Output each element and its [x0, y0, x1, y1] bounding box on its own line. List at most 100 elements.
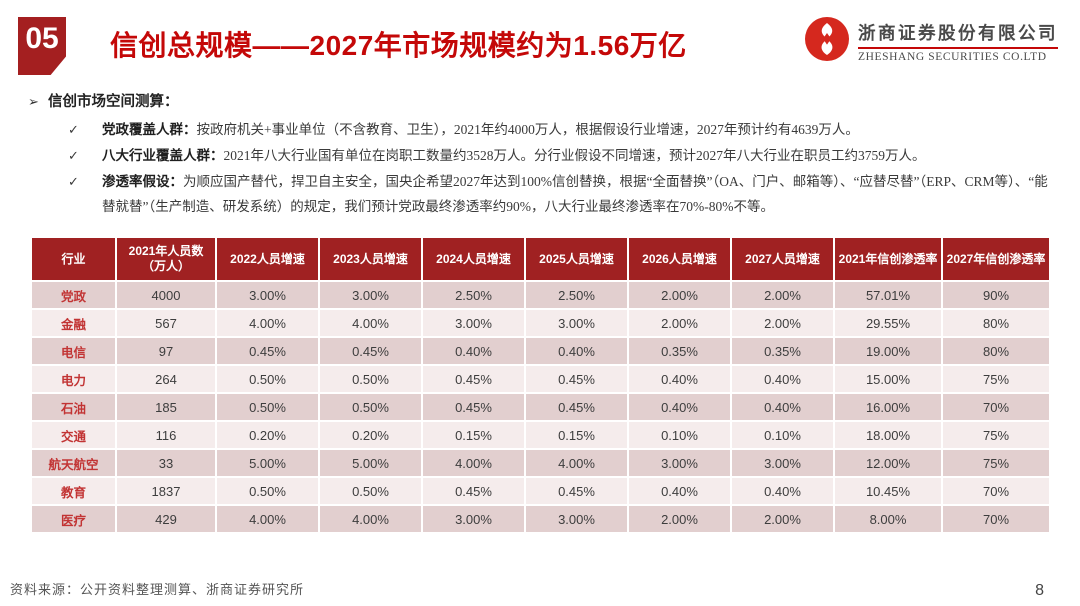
table-row: 电力 264 0.50% 0.50% 0.45% 0.45% 0.40% 0.40% 15.00… [30, 364, 1051, 394]
bullet-section: ➢ 信创市场空间测算： ✓ 党政覆盖人群：按政府机关+事业单位（不含教育、卫生），… [28, 90, 1058, 220]
value-cell: 57.01% [833, 280, 943, 310]
table-body: 党政 4000 3.00% 3.00% 2.50% 2.50% 2.00% 2.00% 57.0… [30, 280, 1051, 534]
section-number-badge: 05 [18, 17, 66, 75]
table-row: 医疗 429 4.00% 4.00% 3.00% 3.00% 2.00% 2.00% 8.00%… [30, 504, 1051, 534]
check-icon: ✓ [68, 122, 79, 137]
value-cell: 29.55% [833, 308, 943, 338]
bullet-item-penetration: ✓ 渗透率假设：为顺应国产替代，捍卫自主安全，国央企希望2027年达到100%信创… [68, 169, 1058, 219]
value-cell: 0.20% [215, 420, 320, 450]
value-cell: 3.00% [215, 280, 320, 310]
value-cell: 1837 [115, 476, 217, 506]
value-cell: 75% [941, 448, 1051, 478]
value-cell: 2.00% [627, 280, 732, 310]
table-header-cell: 2025人员增速 [524, 236, 629, 282]
value-cell: 0.45% [318, 336, 423, 366]
value-cell: 0.40% [730, 392, 835, 422]
value-cell: 4.00% [318, 504, 423, 534]
table-row: 石油 185 0.50% 0.50% 0.45% 0.45% 0.40% 0.40% 16.00… [30, 392, 1051, 422]
value-cell: 0.40% [730, 364, 835, 394]
value-cell: 0.10% [730, 420, 835, 450]
value-cell: 116 [115, 420, 217, 450]
value-cell: 2.00% [627, 504, 732, 534]
value-cell: 0.50% [318, 364, 423, 394]
value-cell: 0.50% [215, 364, 320, 394]
bullet-item-party-gov: ✓ 党政覆盖人群：按政府机关+事业单位（不含教育、卫生），2021年约4000万人… [68, 117, 1058, 142]
bullet-label: 党政覆盖人群： [102, 122, 197, 137]
company-name-en: ZHESHANG SECURITIES CO.LTD [858, 51, 1047, 63]
table-header-cell: 2023人员增速 [318, 236, 423, 282]
value-cell: 0.45% [524, 392, 629, 422]
value-cell: 70% [941, 504, 1051, 534]
table-row: 航天航空 33 5.00% 5.00% 4.00% 4.00% 3.00% 3.00% 12.0… [30, 448, 1051, 478]
bullet-label: 渗透率假设： [102, 174, 183, 189]
value-cell: 5.00% [215, 448, 320, 478]
industry-cell: 电力 [30, 364, 117, 394]
value-cell: 70% [941, 476, 1051, 506]
value-cell: 12.00% [833, 448, 943, 478]
value-cell: 15.00% [833, 364, 943, 394]
table-row: 教育 1837 0.50% 0.50% 0.45% 0.45% 0.40% 0.40% 10.4… [30, 476, 1051, 506]
industry-cell: 党政 [30, 280, 117, 310]
value-cell: 0.50% [215, 476, 320, 506]
value-cell: 0.35% [627, 336, 732, 366]
table-header-cell: 2021年人员数（万人） [115, 236, 217, 282]
value-cell: 0.45% [421, 392, 526, 422]
value-cell: 3.00% [730, 448, 835, 478]
value-cell: 80% [941, 308, 1051, 338]
penetration-table: 行业 2021年人员数（万人） 2022人员增速 2023人员增速 2024人员增速 20… [30, 236, 1051, 534]
value-cell: 0.45% [421, 476, 526, 506]
value-cell: 4000 [115, 280, 217, 310]
table-header-cell: 2027人员增速 [730, 236, 835, 282]
value-cell: 8.00% [833, 504, 943, 534]
value-cell: 0.45% [524, 364, 629, 394]
table-header-cell: 2022人员增速 [215, 236, 320, 282]
industry-cell: 航天航空 [30, 448, 117, 478]
value-cell: 90% [941, 280, 1051, 310]
industry-cell: 电信 [30, 336, 117, 366]
value-cell: 567 [115, 308, 217, 338]
table-header-cell: 2026人员增速 [627, 236, 732, 282]
value-cell: 0.15% [524, 420, 629, 450]
value-cell: 0.15% [421, 420, 526, 450]
value-cell: 0.45% [524, 476, 629, 506]
value-cell: 80% [941, 336, 1051, 366]
company-logo: 浙商证券股份有限公司 ZHESHANG SECURITIES CO.LTD [804, 16, 1058, 67]
source-note: 资料来源：公开资料整理测算、浙商证券研究所 [10, 582, 305, 597]
value-cell: 4.00% [421, 448, 526, 478]
value-cell: 18.00% [833, 420, 943, 450]
value-cell: 4.00% [215, 308, 320, 338]
page-number: 8 [1035, 582, 1044, 599]
value-cell: 5.00% [318, 448, 423, 478]
bullet-item-eight-industries: ✓ 八大行业覆盖人群：2021年八大行业国有单位在岗职工数量约3528万人。分行业… [68, 143, 1058, 168]
bullet-label: 八大行业覆盖人群： [102, 148, 224, 163]
table-row: 电信 97 0.45% 0.45% 0.40% 0.40% 0.35% 0.35% 19.00%… [30, 336, 1051, 366]
table-header-cell: 2021年信创渗透率 [833, 236, 943, 282]
company-name-cn: 浙商证券股份有限公司 [858, 20, 1058, 49]
value-cell: 429 [115, 504, 217, 534]
industry-table: 行业 2021年人员数（万人） 2022人员增速 2023人员增速 2024人员增速 20… [30, 236, 1051, 534]
industry-cell: 医疗 [30, 504, 117, 534]
value-cell: 2.00% [627, 308, 732, 338]
check-icon: ✓ [68, 174, 79, 189]
industry-cell: 交通 [30, 420, 117, 450]
value-cell: 264 [115, 364, 217, 394]
value-cell: 4.00% [524, 448, 629, 478]
industry-cell: 石油 [30, 392, 117, 422]
value-cell: 0.40% [730, 476, 835, 506]
bullet-text: 2021年八大行业国有单位在岗职工数量约3528万人。分行业假设不同增速，预计2… [223, 148, 926, 163]
bullet-text: 为顺应国产替代，捍卫自主安全，国央企希望2027年达到100%信创替换，根据“全… [102, 174, 1048, 214]
logo-text: 浙商证券股份有限公司 ZHESHANG SECURITIES CO.LTD [858, 20, 1058, 63]
value-cell: 33 [115, 448, 217, 478]
check-icon: ✓ [68, 148, 79, 163]
value-cell: 2.00% [730, 280, 835, 310]
value-cell: 0.45% [215, 336, 320, 366]
table-row: 金融 567 4.00% 4.00% 3.00% 3.00% 2.00% 2.00% 29.55… [30, 308, 1051, 338]
value-cell: 0.45% [421, 364, 526, 394]
value-cell: 10.45% [833, 476, 943, 506]
value-cell: 75% [941, 364, 1051, 394]
industry-cell: 教育 [30, 476, 117, 506]
value-cell: 4.00% [318, 308, 423, 338]
value-cell: 0.40% [627, 392, 732, 422]
value-cell: 3.00% [421, 308, 526, 338]
